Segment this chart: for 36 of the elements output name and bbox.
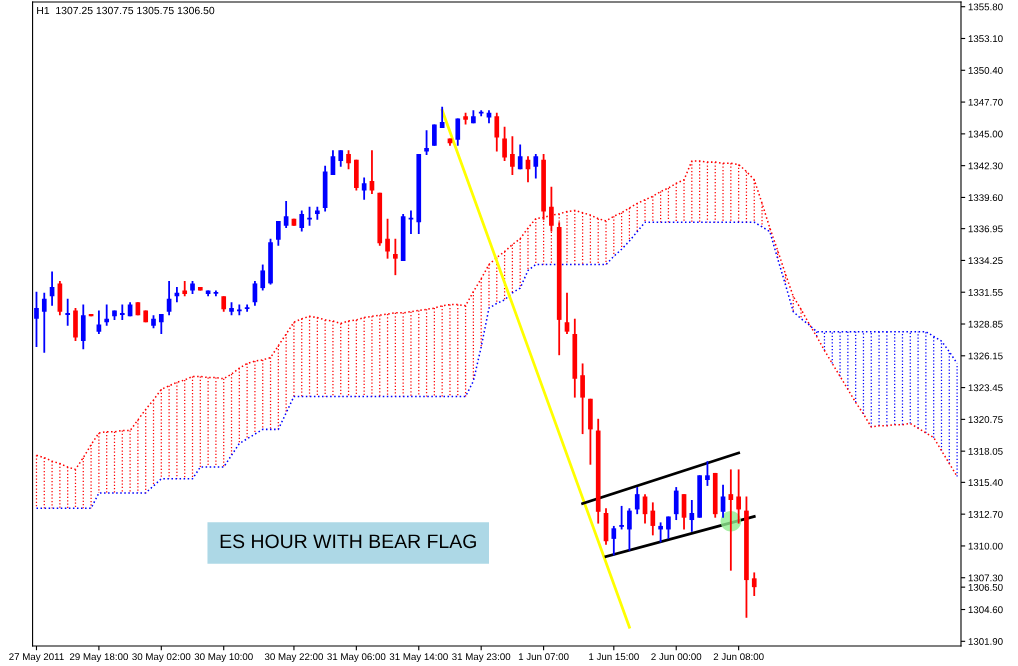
y-tick-label: 1350.40 [968, 67, 1003, 74]
y-tick-label: 1307.30 [968, 574, 1003, 582]
y-tick-label: 1323.45 [968, 384, 1003, 392]
y-tick-label: 1318.05 [968, 447, 1003, 455]
chart-title: H1 1307.25 1307.75 1305.75 1306.50 [37, 6, 215, 15]
y-tick-label: 1336.95 [968, 225, 1003, 233]
x-tick-label: 30 May 22:00 [264, 653, 324, 663]
x-tick-label: 30 May 10:00 [194, 653, 253, 663]
y-tick-label: 1320.75 [968, 416, 1003, 423]
y-tick-label: 1334.25 [968, 257, 1003, 265]
y-tick-label: 1342.30 [968, 162, 1003, 170]
y-tick-label: 1339.60 [968, 194, 1003, 202]
y-tick-label: 1345.00 [968, 130, 1003, 138]
x-tick-label: 31 May 23:00 [452, 653, 511, 663]
x-tick-label: 30 May 02:00 [132, 653, 191, 663]
x-tick-label: 27 May 2011 [9, 653, 64, 663]
y-tick-label: 1304.60 [968, 606, 1003, 614]
annotation: ES HOUR WITH BEAR FLAG [220, 534, 476, 549]
x-tick-label: 1 Jun 07:00 [518, 653, 569, 661]
x-tick-label: 2 Jun 08:00 [713, 653, 764, 661]
x-tick-label: 31 May 14:00 [389, 653, 448, 663]
x-tick-label: 1 Jun 15:00 [589, 653, 639, 661]
y-tick-label: 1301.90 [968, 638, 1003, 645]
y-tick-label: 1326.15 [968, 352, 1003, 360]
y-tick-label: 1347.70 [968, 98, 1003, 106]
y-tick-label: 1306.50 [968, 583, 1003, 591]
x-tick-label: 29 May 18:00 [69, 653, 128, 663]
y-tick-label: 1355.80 [968, 3, 1003, 11]
y-tick-label: 1310.00 [968, 542, 1003, 550]
y-tick-label: 1331.55 [968, 288, 1003, 296]
y-tick-label: 1353.10 [968, 35, 1003, 43]
y-tick-label: 1328.85 [968, 320, 1003, 328]
y-tick-label: 1315.40 [968, 479, 1003, 486]
x-tick-label: 2 Jun 00:00 [651, 653, 702, 661]
y-tick-label: 1312.70 [968, 510, 1003, 518]
x-tick-label: 31 May 06:00 [327, 653, 386, 663]
